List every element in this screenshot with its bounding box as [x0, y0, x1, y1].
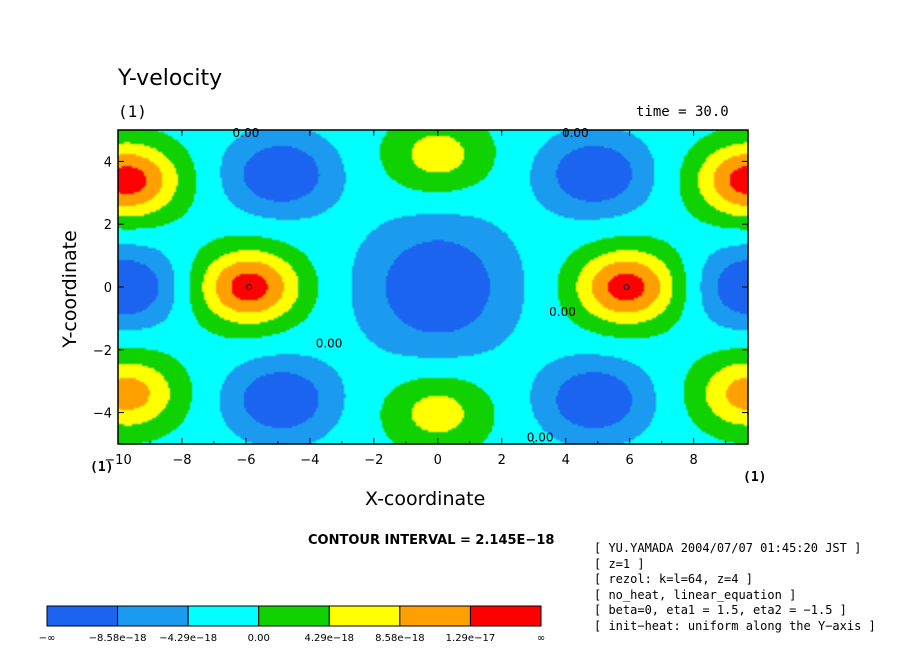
- x-tick-label: 2: [498, 453, 506, 468]
- colorbar-swatch: [328, 605, 401, 627]
- colorbar-label: 0.00: [248, 633, 270, 644]
- colorbar-swatch: [46, 605, 119, 627]
- contour-fill: [118, 130, 748, 444]
- x-tick-label: 4: [562, 453, 570, 468]
- x-tick-label: 8: [689, 453, 697, 468]
- colorbar-label: ∞: [537, 633, 545, 644]
- colorbar-label: −4.29e−18: [159, 633, 217, 644]
- x-axis-extra-label-left: (1): [90, 460, 114, 475]
- x-tick-label: −8: [172, 453, 191, 468]
- colorbar-label: −8.58e−18: [89, 633, 147, 644]
- colorbar-swatch: [187, 605, 260, 627]
- colorbar-swatch: [258, 605, 330, 627]
- extremum-marker: [246, 284, 253, 290]
- x-tick-label: −2: [364, 453, 383, 468]
- y-tick-label: 2: [104, 218, 112, 233]
- y-tick-label: −2: [93, 344, 112, 359]
- colorbar-swatch: [399, 605, 471, 627]
- x-tick-label: 6: [626, 453, 634, 468]
- extremum-marker: [623, 284, 630, 290]
- contour-label: 0.00: [527, 431, 554, 445]
- info-line: [ beta=0, eta1 = 1.5, eta2 = −1.5 ]: [594, 603, 847, 617]
- y-tick-label: 4: [104, 155, 112, 170]
- time-label: time = 30.0: [636, 104, 729, 120]
- colorbar-label: 4.29e−18: [305, 633, 355, 644]
- y-axis-label: Y-coordinate: [59, 230, 81, 348]
- chart-title: Y-velocity: [118, 66, 223, 91]
- x-tick-label: −10: [104, 453, 131, 468]
- colorbar-swatch: [117, 605, 189, 627]
- x-axis-extra-label-right: (1): [743, 470, 767, 485]
- colorbar: −∞ −8.58e−18 −4.29e−18 0.00 4.29e−18 8.58e−18…: [39, 605, 545, 644]
- x-tick-label: −6: [236, 453, 255, 468]
- info-line: [ no_heat, linear_equation ]: [594, 587, 797, 602]
- info-line: [ YU.YAMADA 2004/07/07 01:45:20 JST ]: [594, 541, 862, 555]
- colorbar-label: 1.29e−17: [446, 633, 496, 644]
- colorbar-swatch: [469, 605, 542, 627]
- contour-label: 0.00: [316, 337, 343, 351]
- panel-label: (1): [118, 102, 147, 121]
- x-tick-label: −4: [300, 453, 319, 468]
- contour-label: 0.00: [549, 305, 576, 319]
- colorbar-label: 8.58e−18: [375, 633, 425, 644]
- info-line: [ init−heat: uniform along the Y−axis ]: [594, 618, 876, 633]
- info-block: [ YU.YAMADA 2004/07/07 01:45:20 JST ] [ …: [594, 541, 876, 634]
- y-tick-label: 0: [104, 281, 112, 296]
- x-tick-label: 0: [434, 453, 442, 468]
- colorbar-label: −∞: [39, 633, 56, 644]
- x-axis-label: X-coordinate: [365, 488, 486, 510]
- plot-frame: [117, 129, 749, 445]
- info-line: [ rezol: k=l=64, z=4 ]: [594, 572, 753, 586]
- info-line: [ z=1 ]: [594, 556, 645, 571]
- y-tick-label: −4: [93, 407, 112, 422]
- contour-interval: CONTOUR INTERVAL = 2.145E−18: [308, 533, 555, 548]
